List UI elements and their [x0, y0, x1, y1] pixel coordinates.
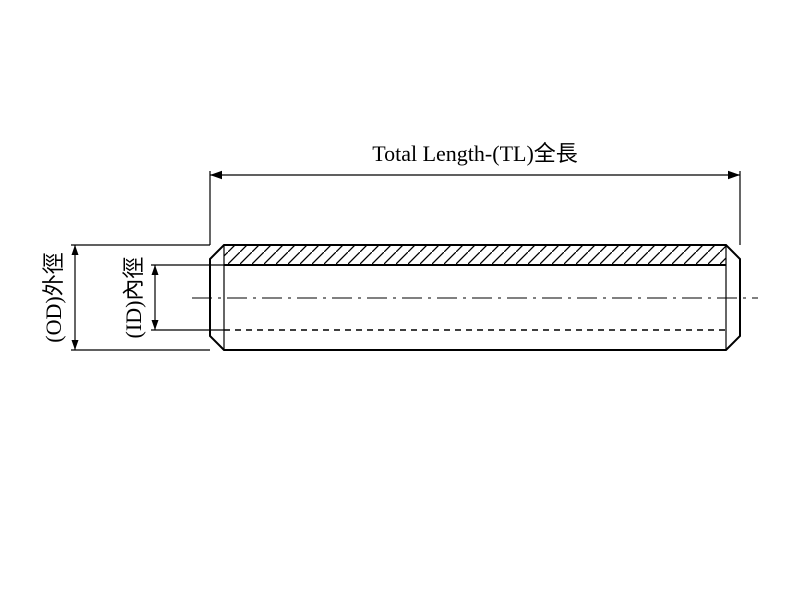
tl-arrow-left: [210, 171, 222, 179]
od-arrow-bot: [72, 340, 79, 350]
id-arrow-top: [152, 265, 159, 275]
top-wall-hatch: [224, 245, 726, 265]
id-arrow-bot: [152, 320, 159, 330]
tl-arrow-right: [728, 171, 740, 179]
id-label: (ID)內徑: [121, 257, 146, 339]
tube-drawing: Total Length-(TL)全長 (OD)外徑 (ID)內徑: [0, 0, 800, 600]
od-arrow-top: [72, 245, 79, 255]
tl-label: Total Length-(TL)全長: [372, 141, 578, 166]
od-label: (OD)外徑: [41, 252, 66, 342]
